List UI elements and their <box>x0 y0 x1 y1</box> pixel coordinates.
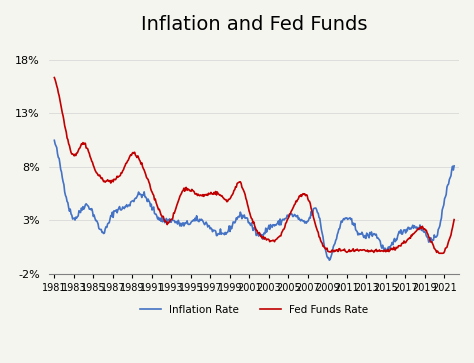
Inflation Rate <box>241 215 246 219</box>
Inflation Rate <box>284 213 290 217</box>
Inflation Rate <box>388 244 393 248</box>
Inflation Rate <box>451 164 457 168</box>
Fed Funds Rate <box>284 218 290 222</box>
Line: Inflation Rate: Inflation Rate <box>55 140 454 260</box>
Inflation Rate <box>57 162 63 166</box>
Fed Funds Rate <box>380 249 385 253</box>
Fed Funds Rate <box>451 217 457 222</box>
Fed Funds Rate <box>57 98 63 102</box>
Title: Inflation and Fed Funds: Inflation and Fed Funds <box>141 15 367 34</box>
Legend: Inflation Rate, Fed Funds Rate: Inflation Rate, Fed Funds Rate <box>136 300 373 319</box>
Inflation Rate <box>381 246 386 250</box>
Fed Funds Rate <box>436 251 442 256</box>
Inflation Rate <box>327 258 332 262</box>
Fed Funds Rate <box>387 248 392 253</box>
Inflation Rate <box>201 221 207 225</box>
Fed Funds Rate <box>241 188 246 192</box>
Fed Funds Rate <box>52 76 57 80</box>
Inflation Rate <box>52 138 57 143</box>
Fed Funds Rate <box>201 194 207 199</box>
Line: Fed Funds Rate: Fed Funds Rate <box>55 78 454 253</box>
